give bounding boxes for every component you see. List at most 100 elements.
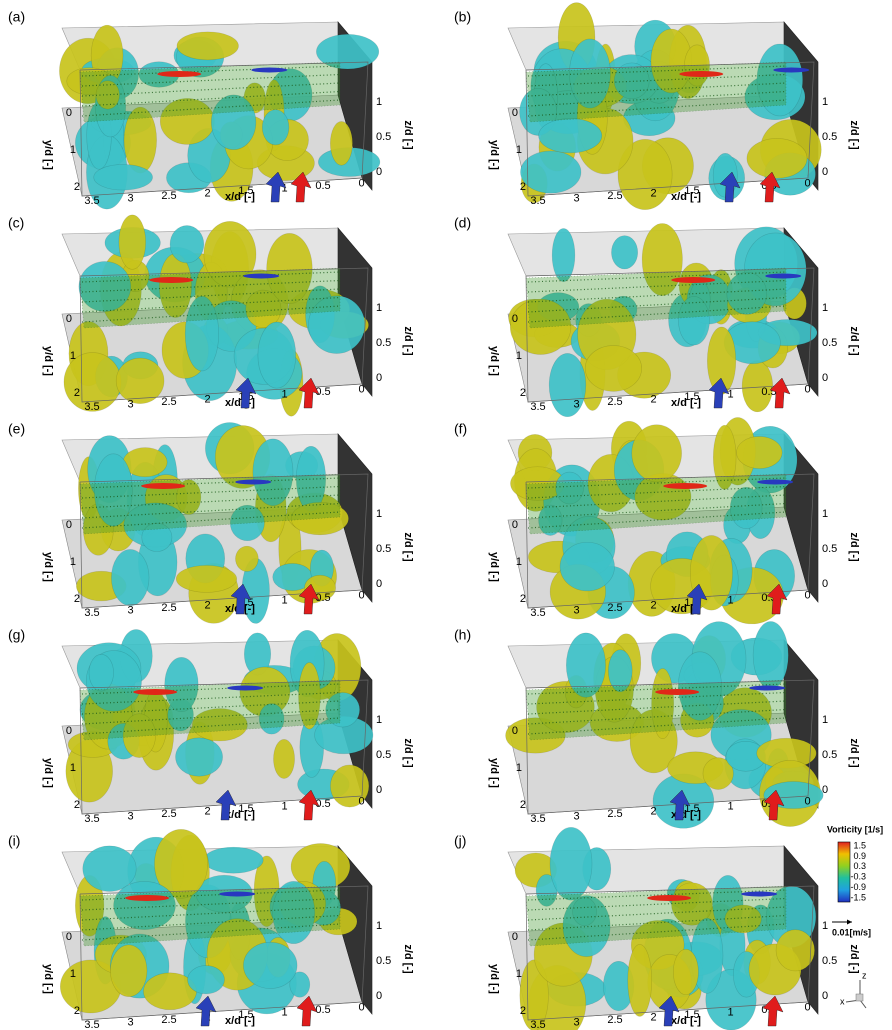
z-tick-label: 1 <box>822 96 828 108</box>
x-tick-label: 1 <box>727 800 733 812</box>
x-tick-label: 2 <box>204 599 210 611</box>
y-axis-label: y/d [-] <box>488 552 500 582</box>
z-tick-label: 0.5 <box>822 337 837 349</box>
vortex-blob <box>611 236 637 269</box>
z-axis-label: z/d [-] <box>848 326 860 356</box>
x-axis-label: x/d [-] <box>671 397 701 409</box>
x-tick-label: 0 <box>358 177 364 189</box>
y-tick-label: 1 <box>70 556 76 568</box>
y-tick-label: 1 <box>516 144 522 156</box>
panel-label: (c) <box>8 215 24 231</box>
vortex-blob <box>176 738 223 776</box>
y-tick-label: 2 <box>74 181 80 193</box>
z-tick-label: 0.5 <box>376 337 391 349</box>
y-axis-label: y/d [-] <box>488 964 500 994</box>
y-tick-label: 1 <box>70 144 76 156</box>
x-tick-label: 2 <box>204 805 210 817</box>
vortex-blob <box>549 353 586 416</box>
x-axis-label: x/d [-] <box>225 397 255 409</box>
vortex-blob <box>170 226 204 263</box>
x-tick-label: 2 <box>650 1011 656 1023</box>
vorticity-positive <box>133 689 177 695</box>
x-tick-label: 0 <box>358 589 364 601</box>
y-tick-label: 0 <box>512 725 518 737</box>
z-tick-label: 0 <box>376 166 382 178</box>
y-tick-label: 2 <box>520 799 526 811</box>
z-tick-label: 1 <box>376 96 382 108</box>
x-axis-label: x/d [-] <box>671 191 701 203</box>
vorticity-negative <box>227 686 263 691</box>
panel: (a)3.532.521.510.5001200.51x/d [-]y/d [-… <box>8 9 414 209</box>
vortex-blob <box>330 121 352 165</box>
y-tick-label: 0 <box>512 313 518 325</box>
x-tick-label: 3 <box>573 604 579 616</box>
vortex-blob <box>550 827 592 900</box>
y-tick-label: 2 <box>520 387 526 399</box>
vorticity-negative <box>749 686 785 691</box>
y-tick-label: 1 <box>70 350 76 362</box>
vorticity-positive <box>663 483 707 489</box>
vortex-blob <box>673 949 698 995</box>
z-tick-label: 0 <box>376 578 382 590</box>
vortex-blob <box>176 565 237 592</box>
legend-tick-label: 0.3 <box>853 861 866 871</box>
x-axis-label: x/d [-] <box>671 1015 701 1027</box>
y-axis-label: y/d [-] <box>42 346 54 376</box>
z-tick-label: 0 <box>822 372 828 384</box>
x-tick-label: 3 <box>127 1016 133 1028</box>
x-tick-label: 0 <box>804 177 810 189</box>
y-tick-label: 2 <box>520 593 526 605</box>
x-tick-label: 2.5 <box>161 602 176 614</box>
z-tick-label: 0 <box>822 578 828 590</box>
panel: (e)3.532.521.510.5001200.51x/d [-]y/d [-… <box>8 421 414 624</box>
y-tick-label: 0 <box>66 519 72 531</box>
y-axis-label: y/d [-] <box>488 758 500 788</box>
panel: (d)3.532.521.510.5001200.51x/d [-]y/d [-… <box>454 215 860 417</box>
x-tick-label: 2 <box>650 805 656 817</box>
z-tick-label: 0.5 <box>376 955 391 967</box>
y-axis-label: y/d [-] <box>488 346 500 376</box>
z-axis-label: z/d [-] <box>848 120 860 150</box>
z-tick-label: 0 <box>822 990 828 1002</box>
triad-box <box>856 994 863 1001</box>
triad-z-label: z <box>862 970 867 980</box>
x-tick-label: 3.5 <box>84 1019 99 1030</box>
panel-label: (f) <box>454 421 467 437</box>
x-axis-label: x/d [-] <box>225 1015 255 1027</box>
z-axis-label: z/d [-] <box>402 326 414 356</box>
vector-label: 0.01[m/s] <box>832 927 871 937</box>
legend-tick-label: 1.5 <box>853 840 866 850</box>
panel-label: (j) <box>454 833 466 849</box>
y-tick-label: 0 <box>66 725 72 737</box>
x-tick-label: 3.5 <box>84 401 99 413</box>
triad-x-label: x <box>840 996 845 1006</box>
z-tick-label: 1 <box>376 302 382 314</box>
vortex-blob <box>628 944 652 1016</box>
vortex-blob <box>110 945 147 997</box>
vorticity-positive <box>655 689 699 695</box>
y-tick-label: 1 <box>516 762 522 774</box>
x-tick-label: 3.5 <box>84 607 99 619</box>
vortex-blob <box>776 930 815 971</box>
x-tick-label: 2 <box>650 187 656 199</box>
legend-tick-label: -0.9 <box>850 882 866 892</box>
vortex-blob <box>89 654 114 691</box>
legend-tick-label: -0.3 <box>850 872 866 882</box>
panel: (g)3.532.521.510.5001200.51x/d [-]y/d [-… <box>8 627 414 825</box>
x-tick-label: 2.5 <box>607 1014 622 1026</box>
x-tick-label: 3.5 <box>530 813 545 825</box>
x-tick-label: 3.5 <box>84 195 99 207</box>
z-axis-label: z/d [-] <box>402 120 414 150</box>
z-tick-label: 1 <box>376 508 382 520</box>
vorticity-negative <box>773 68 809 73</box>
x-tick-label: 3.5 <box>530 195 545 207</box>
vector-head <box>847 920 852 925</box>
vortex-blob <box>736 436 782 468</box>
x-axis-label: x/d [-] <box>225 191 255 203</box>
y-tick-label: 1 <box>516 968 522 980</box>
vortex-blob <box>747 138 807 178</box>
vortex-blob <box>585 346 642 392</box>
z-tick-label: 0.5 <box>376 749 391 761</box>
